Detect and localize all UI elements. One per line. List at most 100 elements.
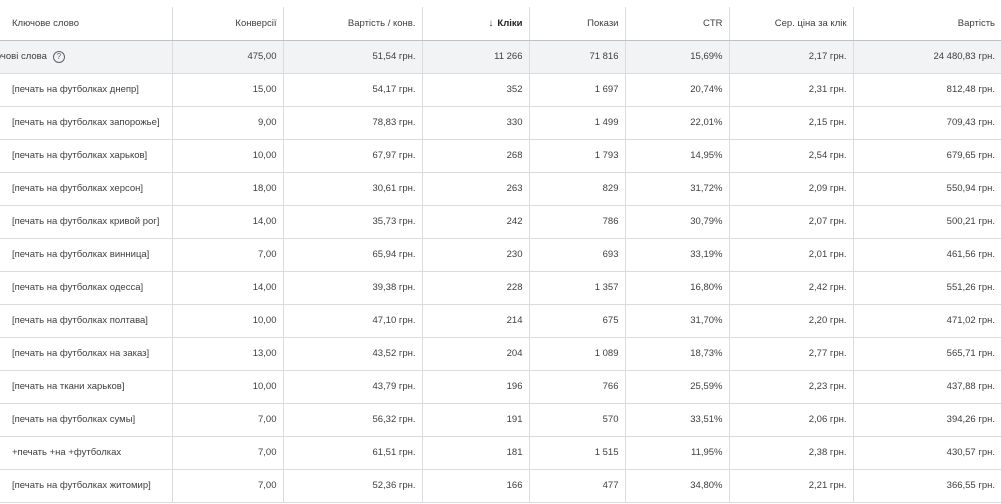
keyword-cell[interactable]: [печать на футболках херсон] bbox=[0, 172, 173, 206]
total-conversions: 475,00 bbox=[172, 40, 284, 74]
keyword-cell[interactable]: +печать +на +футболках bbox=[0, 436, 173, 470]
column-header-impressions-label: Покази bbox=[587, 17, 619, 29]
cost-per-conv-cell: 43,52 грн. bbox=[283, 337, 423, 371]
keyword-cell[interactable]: [печать на футболках харьков] bbox=[0, 139, 173, 173]
avg-cpc-cell: 2,06 грн. bbox=[729, 403, 854, 437]
column-header-conversions[interactable]: Конверсії bbox=[172, 7, 284, 41]
ctr-cell: 33,19% bbox=[625, 238, 730, 272]
total-avg-cpc: 2,17 грн. bbox=[729, 40, 854, 74]
cost-per-conv-cell: 39,38 грн. bbox=[283, 271, 423, 305]
impressions-cell: 829 bbox=[529, 172, 626, 206]
table-row: [печать на футболках полтава] 10,00 47,10 … bbox=[0, 304, 1001, 338]
column-header-ctr-label: CTR bbox=[702, 17, 723, 29]
column-header-avg-cpc[interactable]: Сер. ціна за клік bbox=[729, 7, 854, 41]
avg-cpc-cell: 2,23 грн. bbox=[729, 370, 854, 404]
avg-cpc-cell: 2,21 грн. bbox=[729, 469, 854, 503]
conversions-cell: 7,00 bbox=[172, 403, 284, 437]
cost-per-conv-cell: 78,83 грн. bbox=[283, 106, 423, 140]
avg-cpc-cell: 2,20 грн. bbox=[729, 304, 854, 338]
table-body: ючові слова? 475,00 51,54 грн. 11 266 71… bbox=[0, 40, 1001, 503]
conversions-cell: 10,00 bbox=[172, 139, 284, 173]
keyword-cell[interactable]: [печать на ткани харьков] bbox=[0, 370, 173, 404]
table-row: +печать +на +футболках 7,00 61,51 грн. 181 1… bbox=[0, 436, 1001, 470]
clicks-cell: 204 bbox=[422, 337, 530, 371]
ctr-cell: 16,80% bbox=[625, 271, 730, 305]
keyword-cell[interactable]: [печать на футболках на заказ] bbox=[0, 337, 173, 371]
table-row: [печать на футболках днепр] 15,00 54,17 гр… bbox=[0, 73, 1001, 107]
column-header-clicks-label: Кліки bbox=[497, 17, 523, 29]
column-header-impressions[interactable]: Покази bbox=[529, 7, 626, 41]
column-header-keyword[interactable]: Ключове слово bbox=[0, 7, 173, 41]
cost-per-conv-cell: 56,32 грн. bbox=[283, 403, 423, 437]
cost-cell: 679,65 грн. bbox=[853, 139, 1001, 173]
conversions-cell: 14,00 bbox=[172, 271, 284, 305]
column-header-ctr[interactable]: CTR bbox=[625, 7, 730, 41]
impressions-cell: 570 bbox=[529, 403, 626, 437]
keyword-cell[interactable]: [печать на футболках винница] bbox=[0, 238, 173, 272]
total-cost-per-conv: 51,54 грн. bbox=[283, 40, 423, 74]
cost-cell: 437,88 грн. bbox=[853, 370, 1001, 404]
total-cost: 24 480,83 грн. bbox=[853, 40, 1001, 74]
keyword-cell[interactable]: [печать на футболках житомир] bbox=[0, 469, 173, 503]
clicks-cell: 230 bbox=[422, 238, 530, 272]
clicks-cell: 330 bbox=[422, 106, 530, 140]
avg-cpc-cell: 2,42 грн. bbox=[729, 271, 854, 305]
impressions-cell: 1 499 bbox=[529, 106, 626, 140]
conversions-cell: 15,00 bbox=[172, 73, 284, 107]
keyword-cell[interactable]: [печать на футболках сумы] bbox=[0, 403, 173, 437]
keyword-cell[interactable]: [печать на футболках полтава] bbox=[0, 304, 173, 338]
keyword-cell[interactable]: [печать на футболках днепр] bbox=[0, 73, 173, 107]
cost-cell: 461,56 грн. bbox=[853, 238, 1001, 272]
column-header-avg-cpc-label: Сер. ціна за клік bbox=[774, 17, 847, 29]
clicks-cell: 214 bbox=[422, 304, 530, 338]
keyword-cell[interactable]: [печать на футболках кривой рог] bbox=[0, 205, 173, 239]
avg-cpc-cell: 2,38 грн. bbox=[729, 436, 854, 470]
cost-per-conv-cell: 47,10 грн. bbox=[283, 304, 423, 338]
cost-per-conv-cell: 52,36 грн. bbox=[283, 469, 423, 503]
cost-cell: 565,71 грн. bbox=[853, 337, 1001, 371]
cost-per-conv-cell: 30,61 грн. bbox=[283, 172, 423, 206]
cost-cell: 812,48 грн. bbox=[853, 73, 1001, 107]
cost-per-conv-cell: 67,97 грн. bbox=[283, 139, 423, 173]
table-row: [печать на футболках одесса] 14,00 39,38 г… bbox=[0, 271, 1001, 305]
column-header-cost[interactable]: Вартість bbox=[853, 7, 1001, 41]
impressions-cell: 1 697 bbox=[529, 73, 626, 107]
cost-cell: 500,21 грн. bbox=[853, 205, 1001, 239]
conversions-cell: 18,00 bbox=[172, 172, 284, 206]
keywords-report-table: Ключове слово Конверсії Вартість / конв.… bbox=[0, 7, 1001, 503]
cost-cell: 551,26 грн. bbox=[853, 271, 1001, 305]
ctr-cell: 31,72% bbox=[625, 172, 730, 206]
impressions-cell: 1 793 bbox=[529, 139, 626, 173]
table-row: [печать на футболках на заказ] 13,00 43,52… bbox=[0, 337, 1001, 371]
total-ctr: 15,69% bbox=[625, 40, 730, 74]
avg-cpc-cell: 2,54 грн. bbox=[729, 139, 854, 173]
column-header-cost-per-conv-label: Вартість / конв. bbox=[347, 17, 416, 29]
column-header-clicks[interactable]: ↓ Кліки bbox=[422, 7, 530, 41]
conversions-cell: 7,00 bbox=[172, 469, 284, 503]
clicks-cell: 242 bbox=[422, 205, 530, 239]
conversions-cell: 10,00 bbox=[172, 304, 284, 338]
table-row: [печать на футболках харьков] 10,00 67,97 … bbox=[0, 139, 1001, 173]
conversions-cell: 13,00 bbox=[172, 337, 284, 371]
keyword-cell[interactable]: [печать на футболках одесса] bbox=[0, 271, 173, 305]
table-row: [печать на футболках житомир] 7,00 52,36 г… bbox=[0, 469, 1001, 503]
avg-cpc-cell: 2,15 грн. bbox=[729, 106, 854, 140]
avg-cpc-cell: 2,07 грн. bbox=[729, 205, 854, 239]
help-icon[interactable]: ? bbox=[52, 50, 65, 63]
keyword-cell[interactable]: [печать на футболках запорожье] bbox=[0, 106, 173, 140]
column-header-cost-per-conv[interactable]: Вартість / конв. bbox=[283, 7, 423, 41]
table-header: Ключове слово Конверсії Вартість / конв.… bbox=[0, 7, 1001, 41]
ctr-cell: 25,59% bbox=[625, 370, 730, 404]
table-row: [печать на футболках сумы] 7,00 56,32 грн.… bbox=[0, 403, 1001, 437]
impressions-cell: 1 089 bbox=[529, 337, 626, 371]
clicks-cell: 268 bbox=[422, 139, 530, 173]
table-row: [печать на футболках винница] 7,00 65,94 г… bbox=[0, 238, 1001, 272]
clicks-cell: 228 bbox=[422, 271, 530, 305]
impressions-cell: 675 bbox=[529, 304, 626, 338]
ctr-cell: 20,74% bbox=[625, 73, 730, 107]
clicks-cell: 166 bbox=[422, 469, 530, 503]
ctr-cell: 30,79% bbox=[625, 205, 730, 239]
header-row: Ключове слово Конверсії Вартість / конв.… bbox=[0, 7, 1001, 41]
keywords-report-table-container: Ключове слово Конверсії Вартість / конв.… bbox=[0, 7, 1001, 503]
ctr-cell: 14,95% bbox=[625, 139, 730, 173]
